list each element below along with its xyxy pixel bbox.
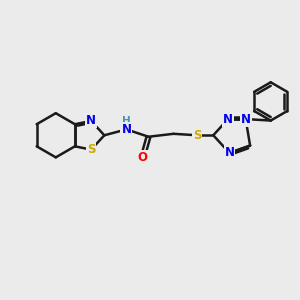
Text: H: H bbox=[122, 116, 131, 126]
Text: N: N bbox=[223, 112, 233, 126]
Text: O: O bbox=[138, 151, 148, 164]
Text: S: S bbox=[87, 143, 95, 156]
Text: N: N bbox=[241, 112, 251, 126]
Text: S: S bbox=[193, 129, 201, 142]
Text: N: N bbox=[122, 123, 131, 136]
Text: N: N bbox=[86, 114, 96, 128]
Text: N: N bbox=[224, 146, 235, 159]
